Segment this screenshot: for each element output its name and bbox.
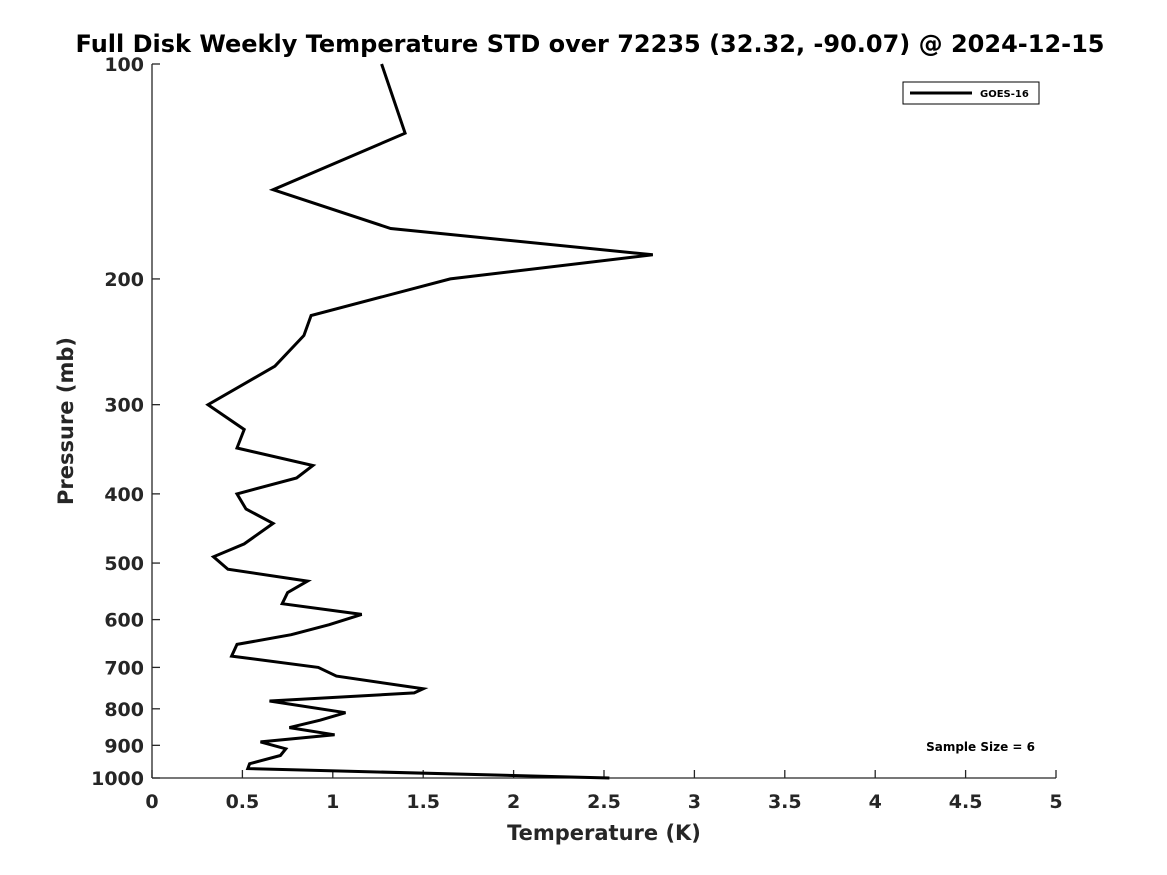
series-line-goes-16: [205, 63, 653, 780]
x-tick-label: 0.5: [226, 791, 260, 813]
x-tick-label: 5: [1049, 791, 1062, 813]
x-tick-label: 2: [507, 791, 520, 813]
y-axis-label: Pressure (mb): [54, 337, 78, 505]
y-tick-label: 200: [104, 269, 144, 291]
y-tick-label: 500: [104, 553, 144, 575]
legend-label-goes-16: GOES-16: [980, 89, 1029, 100]
y-tick-label: 900: [104, 735, 144, 757]
x-tick-label: 0: [145, 791, 158, 813]
y-tick-label: 800: [104, 699, 144, 721]
y-tick-label: 700: [104, 657, 144, 679]
y-tick-label: 400: [104, 484, 144, 506]
x-tick-label: 1: [326, 791, 339, 813]
y-tick-label: 600: [104, 610, 144, 632]
x-axis-label: Temperature (K): [507, 821, 701, 845]
x-tick-label: 1.5: [406, 791, 440, 813]
x-tick-label: 2.5: [587, 791, 621, 813]
x-tick-label: 3: [688, 791, 701, 813]
x-tick-label: 4: [869, 791, 882, 813]
chart-title: Full Disk Weekly Temperature STD over 72…: [76, 30, 1105, 58]
legend: GOES-16: [902, 81, 1040, 105]
y-tick-label: 1000: [91, 768, 144, 790]
sample-size-annotation: Sample Size = 6: [926, 740, 1035, 754]
x-tick-label: 3.5: [768, 791, 802, 813]
plot-axes: [151, 64, 1056, 779]
x-tick-label: 4.5: [949, 791, 983, 813]
y-tick-label: 100: [104, 54, 144, 76]
x-axis-ticks: 0 0.5 1 1.5 2 2.5 3 3.5 4 4.5 5: [145, 770, 1063, 813]
y-tick-label: 300: [104, 395, 144, 417]
data-series: [205, 63, 653, 780]
y-axis-ticks: 100 200 300 400 500 600 700 800 900 1000: [91, 54, 160, 790]
